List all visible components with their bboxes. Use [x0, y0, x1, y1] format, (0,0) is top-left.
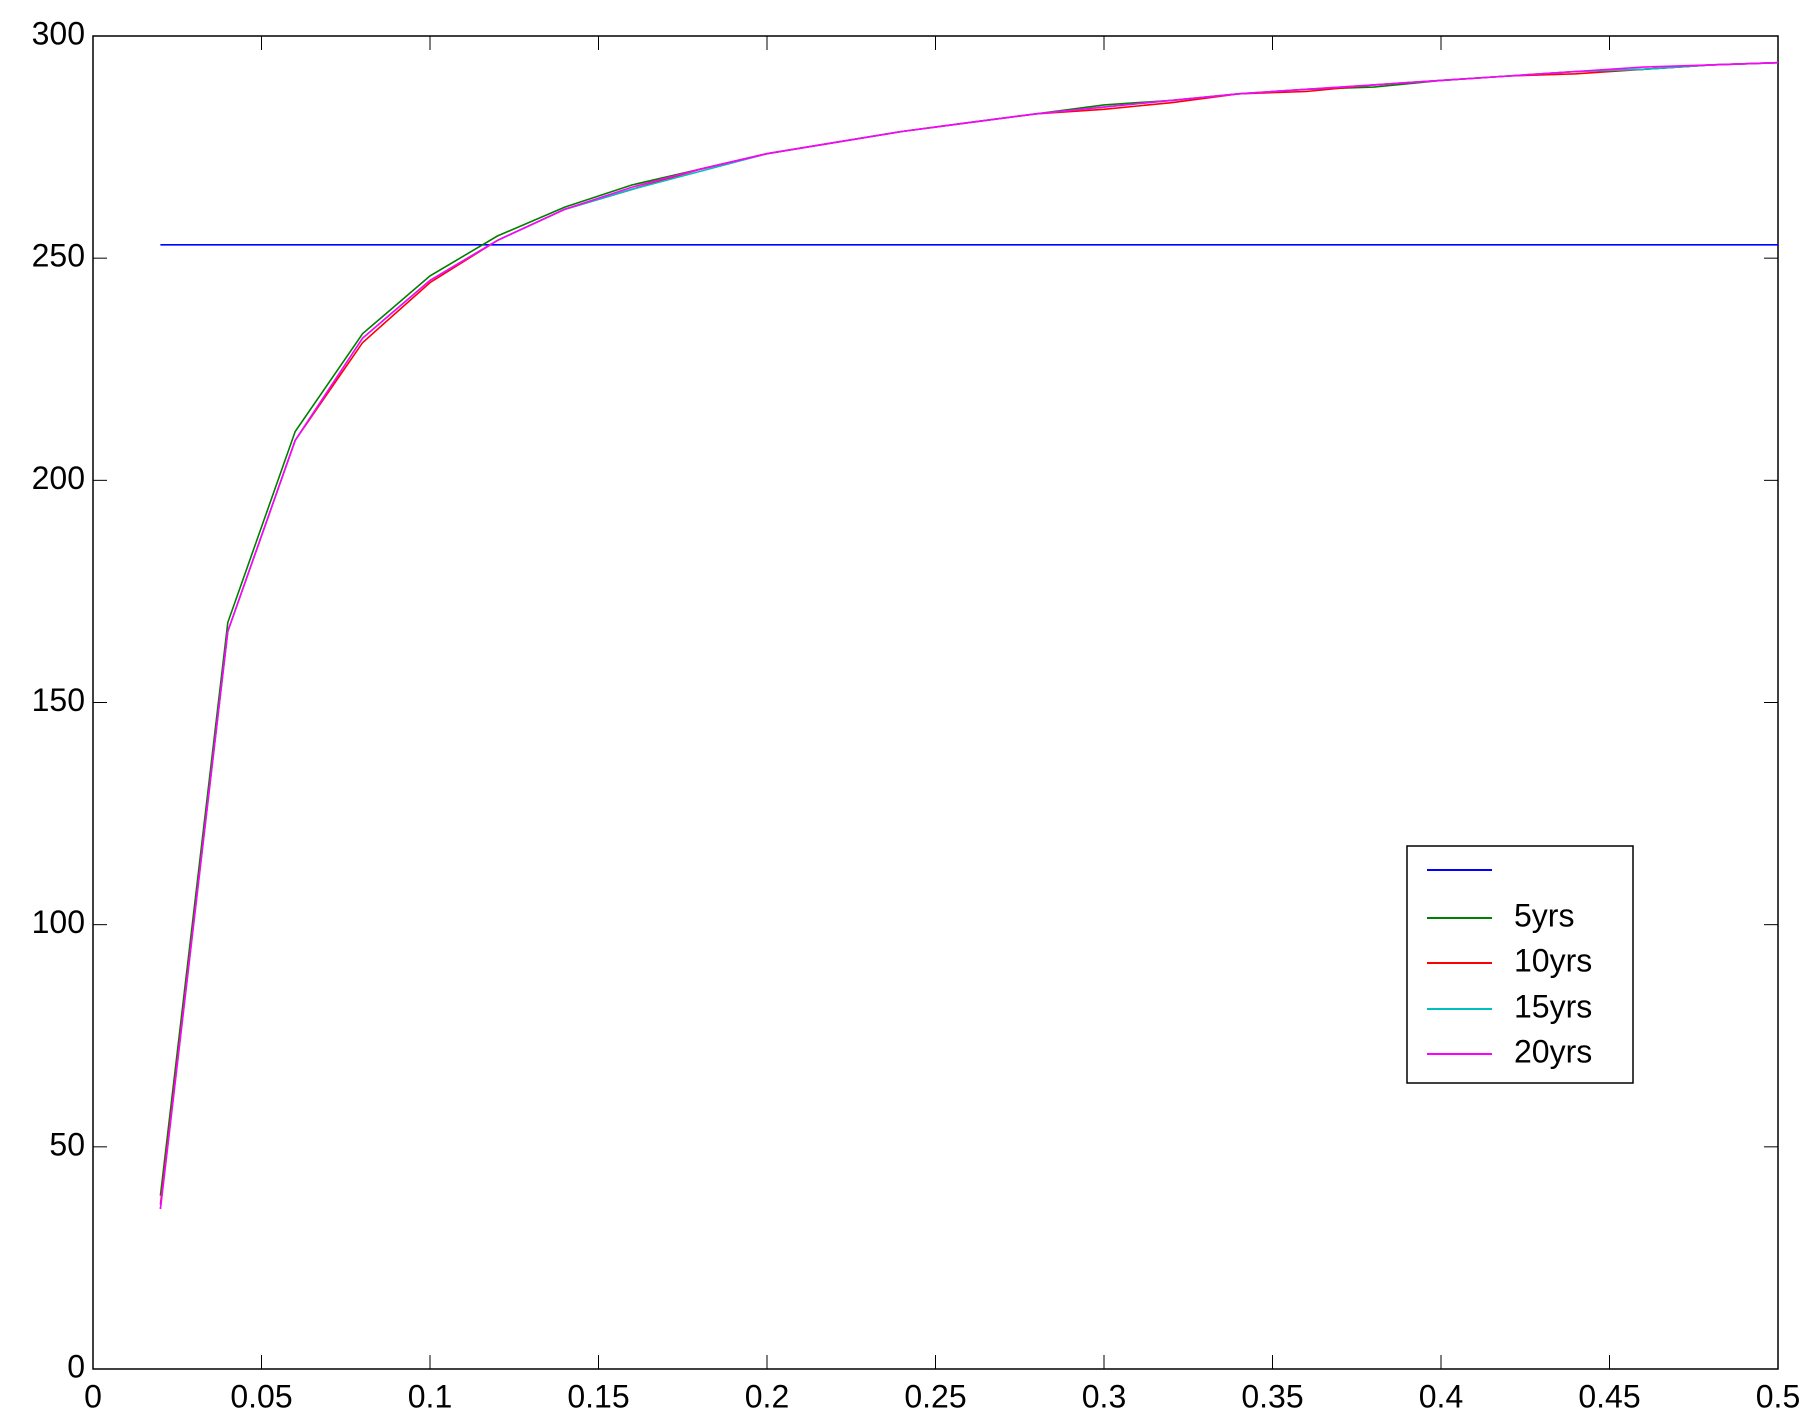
y-tick-label: 50 — [49, 1126, 85, 1162]
x-tick-label: 0.05 — [230, 1378, 292, 1414]
x-tick-label: 0 — [84, 1378, 102, 1414]
legend-box — [1406, 845, 1634, 1084]
x-tick-label: 0.35 — [1241, 1378, 1303, 1414]
legend-label: 10yrs — [1514, 942, 1592, 978]
series-line — [159, 61, 1779, 1210]
x-tick-label: 0.2 — [745, 1378, 789, 1414]
y-tick-label: 250 — [32, 238, 85, 274]
plot-frame — [92, 35, 1779, 1370]
y-tick-label: 100 — [32, 904, 85, 940]
y-tick-label: 0 — [67, 1348, 85, 1384]
legend-label: 15yrs — [1514, 988, 1592, 1024]
y-tick-label: 200 — [32, 460, 85, 496]
x-tick-label: 0.15 — [567, 1378, 629, 1414]
x-tick-label: 0.1 — [408, 1378, 452, 1414]
x-tick-label: 0.4 — [1419, 1378, 1463, 1414]
x-tick-label: 0.45 — [1578, 1378, 1640, 1414]
legend-label: 5yrs — [1514, 897, 1574, 933]
x-tick-label: 0.25 — [904, 1378, 966, 1414]
x-tick-label: 0.3 — [1082, 1378, 1126, 1414]
legend-label: 20yrs — [1514, 1033, 1592, 1069]
y-tick-label: 300 — [32, 15, 85, 51]
x-tick-label: 0.5 — [1756, 1378, 1800, 1414]
y-tick-label: 150 — [32, 682, 85, 718]
